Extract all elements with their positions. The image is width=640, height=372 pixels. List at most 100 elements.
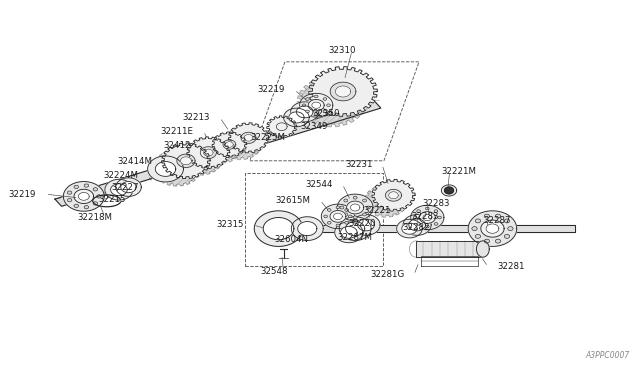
- Ellipse shape: [84, 184, 89, 187]
- Polygon shape: [409, 219, 426, 231]
- Ellipse shape: [93, 188, 98, 191]
- Ellipse shape: [504, 234, 509, 238]
- Text: 32211E: 32211E: [161, 126, 194, 136]
- Ellipse shape: [348, 215, 352, 218]
- Polygon shape: [335, 86, 351, 97]
- Ellipse shape: [345, 209, 348, 211]
- Polygon shape: [291, 102, 319, 122]
- Text: 32287M: 32287M: [338, 232, 372, 242]
- Ellipse shape: [328, 221, 331, 224]
- Text: 32548: 32548: [260, 267, 288, 276]
- Ellipse shape: [484, 239, 490, 243]
- Polygon shape: [388, 192, 398, 199]
- Polygon shape: [402, 223, 417, 234]
- Ellipse shape: [97, 195, 101, 198]
- Text: A3PPC0007: A3PPC0007: [586, 351, 630, 360]
- Polygon shape: [337, 194, 373, 221]
- Text: 32414M: 32414M: [118, 157, 153, 166]
- Ellipse shape: [417, 222, 420, 225]
- Polygon shape: [333, 213, 342, 219]
- Ellipse shape: [495, 239, 500, 243]
- Text: 32225M: 32225M: [250, 133, 285, 142]
- Ellipse shape: [344, 213, 348, 216]
- Polygon shape: [156, 161, 176, 176]
- Polygon shape: [397, 219, 422, 238]
- Ellipse shape: [434, 210, 438, 212]
- Text: 32281: 32281: [497, 262, 525, 271]
- Polygon shape: [352, 215, 380, 235]
- Polygon shape: [486, 224, 499, 233]
- Polygon shape: [74, 189, 93, 203]
- Text: 32213: 32213: [183, 113, 210, 122]
- Text: 32412: 32412: [163, 141, 191, 151]
- Text: 32220: 32220: [348, 219, 376, 228]
- Ellipse shape: [74, 185, 79, 189]
- Ellipse shape: [426, 207, 429, 210]
- Text: 32215: 32215: [99, 195, 126, 204]
- Text: 32544: 32544: [305, 180, 333, 189]
- Text: 32219: 32219: [8, 190, 36, 199]
- Polygon shape: [411, 205, 444, 230]
- Polygon shape: [177, 154, 195, 167]
- Polygon shape: [221, 129, 261, 160]
- Polygon shape: [162, 143, 211, 179]
- Polygon shape: [477, 241, 489, 257]
- Ellipse shape: [67, 191, 72, 194]
- Polygon shape: [111, 184, 127, 196]
- Polygon shape: [79, 192, 89, 200]
- Polygon shape: [298, 222, 317, 235]
- Polygon shape: [335, 222, 363, 243]
- Ellipse shape: [362, 213, 367, 216]
- Polygon shape: [200, 147, 216, 158]
- Text: 32349: 32349: [300, 122, 327, 131]
- Ellipse shape: [67, 199, 72, 202]
- Text: 32615M: 32615M: [275, 196, 310, 205]
- Text: 32224M: 32224M: [103, 171, 138, 180]
- Polygon shape: [275, 225, 575, 232]
- Text: 32281G: 32281G: [370, 270, 404, 279]
- Polygon shape: [445, 187, 454, 194]
- Ellipse shape: [476, 219, 481, 223]
- Text: 32350: 32350: [313, 109, 340, 118]
- Ellipse shape: [93, 202, 98, 205]
- Polygon shape: [468, 211, 516, 246]
- Polygon shape: [55, 101, 381, 206]
- Polygon shape: [205, 138, 240, 163]
- Ellipse shape: [353, 196, 357, 199]
- Polygon shape: [321, 204, 355, 229]
- Polygon shape: [180, 157, 191, 165]
- Ellipse shape: [306, 110, 309, 113]
- Polygon shape: [225, 142, 233, 147]
- Polygon shape: [228, 123, 269, 153]
- Ellipse shape: [326, 104, 330, 106]
- Ellipse shape: [484, 214, 490, 218]
- Ellipse shape: [426, 225, 429, 228]
- Ellipse shape: [434, 222, 438, 225]
- Ellipse shape: [328, 209, 331, 211]
- Ellipse shape: [438, 216, 442, 219]
- Polygon shape: [351, 204, 360, 211]
- Polygon shape: [297, 77, 366, 127]
- Ellipse shape: [323, 98, 327, 100]
- Ellipse shape: [413, 216, 417, 219]
- Ellipse shape: [495, 214, 500, 218]
- Ellipse shape: [306, 98, 309, 100]
- Polygon shape: [291, 217, 323, 240]
- Ellipse shape: [324, 215, 328, 218]
- Polygon shape: [385, 189, 401, 201]
- Polygon shape: [364, 185, 408, 217]
- Ellipse shape: [336, 206, 340, 209]
- Ellipse shape: [367, 206, 371, 209]
- Ellipse shape: [336, 224, 340, 227]
- Polygon shape: [372, 179, 415, 211]
- Ellipse shape: [74, 204, 79, 208]
- Polygon shape: [308, 100, 324, 111]
- Polygon shape: [358, 219, 374, 231]
- Text: 32221M: 32221M: [442, 167, 477, 176]
- Polygon shape: [346, 222, 365, 235]
- Polygon shape: [284, 108, 309, 127]
- Polygon shape: [121, 182, 136, 193]
- Polygon shape: [241, 132, 256, 144]
- Text: 32315: 32315: [216, 221, 243, 230]
- Text: 32282: 32282: [402, 223, 429, 232]
